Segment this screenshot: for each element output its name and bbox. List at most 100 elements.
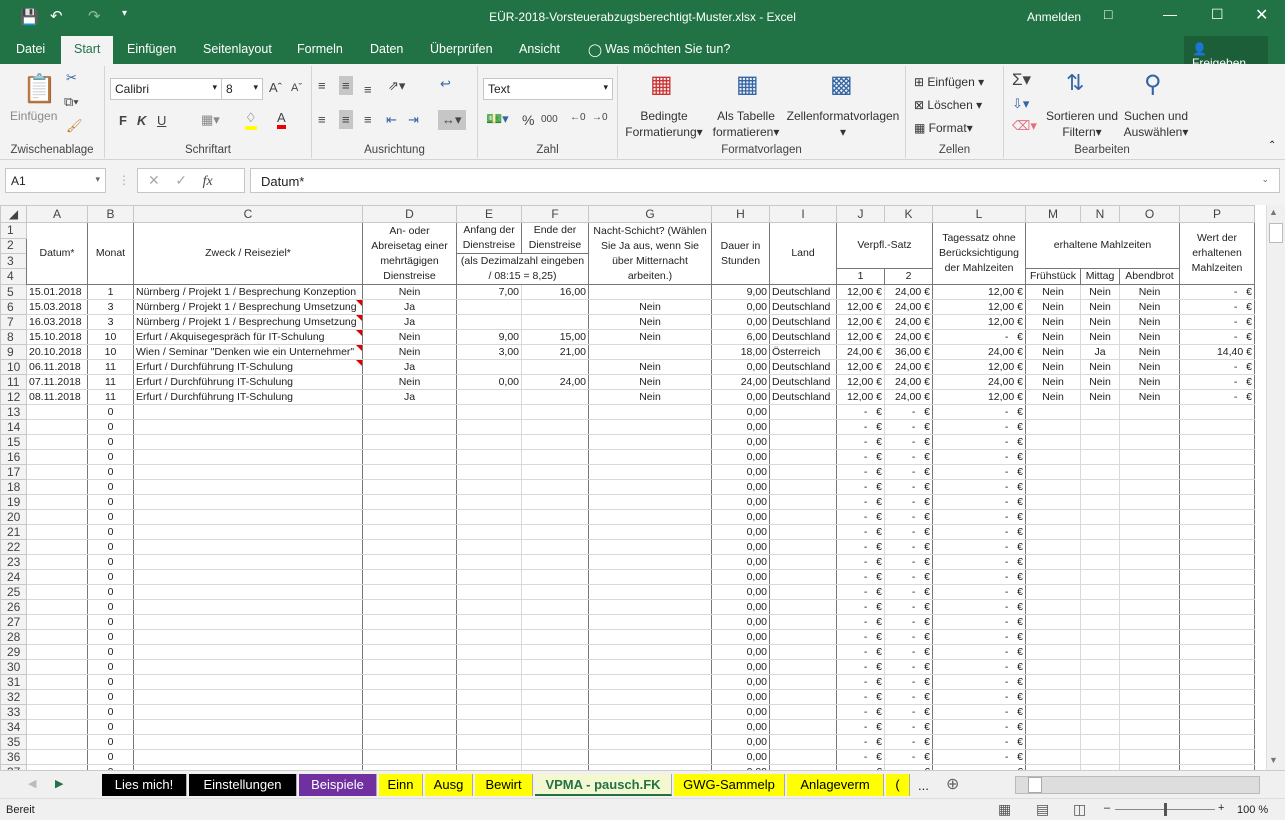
cell-O[interactable] (1119, 644, 1180, 660)
cell-M[interactable] (1025, 539, 1081, 555)
cell-A[interactable] (26, 704, 88, 720)
cell-E[interactable] (456, 479, 522, 495)
cell-F[interactable] (521, 539, 589, 555)
row-header[interactable]: 7 (0, 314, 27, 330)
header-datum[interactable]: Datum* (26, 222, 88, 285)
cell-H[interactable]: 6,00 (711, 329, 770, 345)
cell-K[interactable]: 24,00 € (884, 389, 933, 405)
cell-K[interactable]: - € (884, 749, 933, 765)
cell-G[interactable] (588, 644, 712, 660)
paste-icon[interactable]: 📋 (22, 73, 57, 104)
header-ende[interactable]: Ende der Dienstreise (521, 222, 589, 254)
cell-E[interactable] (456, 689, 522, 705)
cell-C[interactable] (133, 704, 363, 720)
cell-I[interactable] (769, 629, 837, 645)
fill-icon[interactable]: ⇩▾ (1012, 96, 1030, 111)
cell-B[interactable]: 3 (87, 314, 134, 330)
cell-A[interactable] (26, 509, 88, 525)
cell-J[interactable]: - € (836, 704, 885, 720)
cell-L[interactable]: - € (932, 689, 1026, 705)
sheet-tab[interactable]: ( (886, 774, 910, 796)
row-header[interactable]: 20 (0, 509, 27, 525)
row-header[interactable]: 1 (0, 222, 27, 239)
cell-C[interactable]: Erfurt / Akquisegespräch für IT-Schulung (133, 329, 363, 345)
row-header[interactable]: 19 (0, 494, 27, 510)
cell-D[interactable] (362, 749, 457, 765)
cell-K[interactable]: - € (884, 659, 933, 675)
cell-G[interactable] (588, 539, 712, 555)
cell-E[interactable] (456, 494, 522, 510)
cell-L[interactable]: - € (932, 494, 1026, 510)
sheet-tab[interactable]: Anlageverm (787, 774, 884, 796)
cell-B[interactable]: 0 (87, 719, 134, 735)
cell-A[interactable] (26, 404, 88, 420)
cell-O[interactable] (1119, 659, 1180, 675)
new-sheet-icon[interactable]: ⊕ (946, 776, 960, 793)
cell-C[interactable] (133, 539, 363, 555)
cell-D[interactable] (362, 584, 457, 600)
sheet-tab[interactable]: Einstellungen (189, 774, 297, 796)
cell-B[interactable]: 10 (87, 344, 134, 360)
column-header-E[interactable]: E (456, 205, 522, 223)
cell-J[interactable]: - € (836, 599, 885, 615)
insert-cells-button[interactable]: ⊞ Einfügen ▾ (914, 75, 985, 89)
cell-E[interactable] (456, 584, 522, 600)
cell-F[interactable] (521, 359, 589, 375)
cell-M[interactable] (1025, 719, 1081, 735)
cell-C[interactable] (133, 449, 363, 465)
cell-L[interactable]: - € (932, 734, 1026, 750)
cell-O[interactable]: Nein (1119, 344, 1180, 360)
row-header[interactable]: 5 (0, 284, 27, 300)
cell-J[interactable]: - € (836, 554, 885, 570)
cell-L[interactable]: 12,00 € (932, 299, 1026, 315)
cell-I[interactable] (769, 554, 837, 570)
cell-A[interactable] (26, 734, 88, 750)
cell-M[interactable] (1025, 674, 1081, 690)
cell-O[interactable] (1119, 629, 1180, 645)
cell-D[interactable] (362, 599, 457, 615)
cell-I[interactable] (769, 404, 837, 420)
cell-N[interactable] (1080, 524, 1120, 540)
cell-C[interactable]: Erfurt / Durchführung IT-Schulung (133, 359, 363, 375)
number-format-dropdown[interactable]: Text ▾ (483, 78, 613, 100)
header-tagessatz[interactable]: Tagessatz ohne Berücksichtigung der Mahl… (932, 222, 1026, 285)
cell-G[interactable] (588, 479, 712, 495)
cell-P[interactable] (1179, 659, 1255, 675)
cell-P[interactable]: - € (1179, 314, 1255, 330)
increase-decimal-icon[interactable]: ←0 (570, 112, 586, 123)
cell-N[interactable] (1080, 464, 1120, 480)
cell-P[interactable] (1179, 479, 1255, 495)
column-header-C[interactable]: C (133, 205, 363, 223)
cell-N[interactable]: Nein (1080, 329, 1120, 345)
cell-N[interactable]: Nein (1080, 299, 1120, 315)
cell-P[interactable] (1179, 494, 1255, 510)
cell-F[interactable] (521, 614, 589, 630)
cell-B[interactable]: 0 (87, 419, 134, 435)
cell-J[interactable]: 12,00 € (836, 329, 885, 345)
header-mahlzeiten[interactable]: erhaltene Mahlzeiten (1025, 222, 1180, 269)
cell-H[interactable]: 0,00 (711, 404, 770, 420)
shrink-font-icon[interactable]: Aˇ (291, 82, 302, 94)
cell-G[interactable] (588, 344, 712, 360)
cell-F[interactable] (521, 314, 589, 330)
cell-P[interactable] (1179, 569, 1255, 585)
cell-N[interactable] (1080, 479, 1120, 495)
paste-button[interactable]: Einfügen (10, 109, 58, 123)
cell-N[interactable] (1080, 404, 1120, 420)
cell-N[interactable]: Nein (1080, 389, 1120, 405)
cell-B[interactable]: 0 (87, 659, 134, 675)
cell-E[interactable] (456, 389, 522, 405)
row-header[interactable]: 24 (0, 569, 27, 585)
cell-G[interactable] (588, 464, 712, 480)
cell-J[interactable]: 12,00 € (836, 389, 885, 405)
row-header[interactable]: 11 (0, 374, 27, 390)
cell-H[interactable]: 0,00 (711, 359, 770, 375)
cell-A[interactable] (26, 659, 88, 675)
cell-H[interactable]: 0,00 (711, 389, 770, 405)
cell-J[interactable]: - € (836, 734, 885, 750)
cell-O[interactable] (1119, 494, 1180, 510)
header-an-abreisetag[interactable]: An- oder Abreisetag einer mehrtägigen Di… (362, 222, 457, 285)
cell-N[interactable] (1080, 419, 1120, 435)
tab-start[interactable]: Start (61, 36, 114, 64)
cell-F[interactable] (521, 584, 589, 600)
